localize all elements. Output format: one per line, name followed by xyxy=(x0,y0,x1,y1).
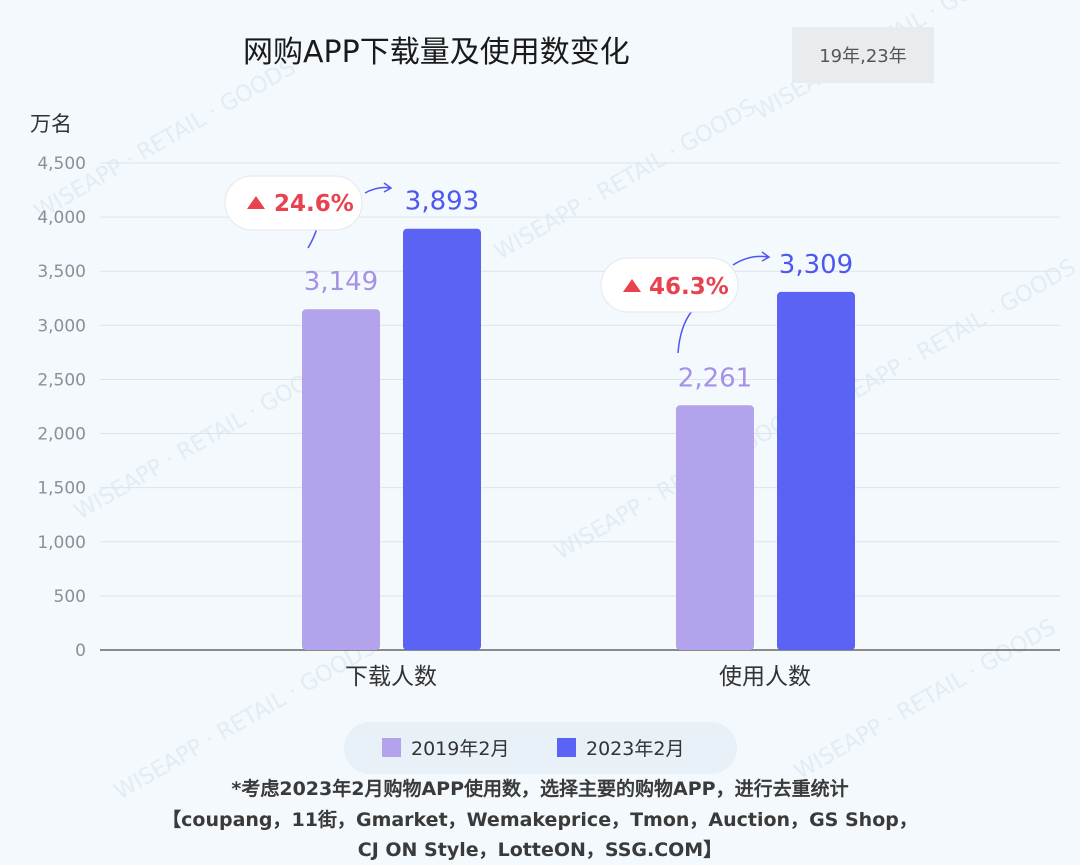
value-labels: 3,149 3,893 2,261 3,309 xyxy=(304,187,853,394)
x-axis-categories: 下载人数 使用人数 xyxy=(345,664,811,690)
arrow-to-2023-icon xyxy=(732,251,771,266)
x-category-label: 使用人数 xyxy=(719,664,811,690)
y-tick-label: 3,500 xyxy=(37,262,86,282)
y-tick-label: 1,000 xyxy=(37,533,86,553)
footnote-line-3: CJ ON Style，LotteON，SSG.COM】 xyxy=(358,838,722,861)
legend-swatch-2023 xyxy=(557,738,576,757)
arrow-to-2023-icon xyxy=(364,182,393,194)
y-axis-unit: 万名 xyxy=(30,112,72,136)
y-tick-label: 4,500 xyxy=(37,154,86,174)
bar xyxy=(403,228,481,650)
growth-value: 24.6% xyxy=(274,191,354,217)
svg-text:WISEAPP · RETAIL · GOODS: WISEAPP · RETAIL · GOODS xyxy=(71,355,341,525)
growth-pill xyxy=(600,257,739,313)
growth-pill xyxy=(224,175,363,231)
footnote-line-2: 【coupang，11街，Gmarket，Wemakeprice，Tmon，Au… xyxy=(162,808,918,831)
y-tick-label: 1,500 xyxy=(37,479,86,499)
y-axis-ticks: 0 500 1,000 1,500 2,000 2,500 3,000 3,500 4,000 4… xyxy=(37,154,86,661)
period-badge-label: 19年,23年 xyxy=(819,46,907,67)
up-triangle-icon xyxy=(623,279,641,292)
legend-swatch-2019 xyxy=(382,738,401,757)
gridlines xyxy=(100,162,1060,597)
bar-value-label: 3,149 xyxy=(304,267,378,297)
x-category-label: 下载人数 xyxy=(345,664,437,690)
growth-callout-downloads: 24.6% xyxy=(224,175,393,249)
bar xyxy=(302,309,380,650)
period-badge xyxy=(792,27,934,83)
y-tick-label: 0 xyxy=(75,641,86,661)
arrow-to-2019-icon xyxy=(677,310,693,354)
y-tick-label: 500 xyxy=(54,587,86,607)
y-tick-label: 4,000 xyxy=(37,208,86,228)
growth-callout-users: 46.3% xyxy=(600,251,771,354)
watermark: WISEAPP · RETAIL · GOODS WISEAPP · RETAI… xyxy=(31,0,1080,805)
legend-label-2019: 2019年2月 xyxy=(411,738,509,760)
bar-value-label: 3,309 xyxy=(779,250,853,280)
legend: 2019年2月 2023年2月 xyxy=(344,722,737,774)
y-tick-label: 2,500 xyxy=(37,370,86,390)
legend-background xyxy=(344,722,737,774)
up-triangle-icon xyxy=(247,196,265,209)
bar-value-label: 2,261 xyxy=(678,363,752,393)
footnote-line-1: *考虑2023年2月购物APP使用数，选择主要的购物APP，进行去重统计 xyxy=(231,777,848,800)
growth-value: 46.3% xyxy=(649,274,729,300)
svg-text:WISEAPP · RETAIL · GOODS: WISEAPP · RETAIL · GOODS xyxy=(491,95,761,265)
chart-title: 网购APP下载量及使用数变化 xyxy=(243,35,630,70)
bars xyxy=(302,228,855,650)
y-tick-label: 3,000 xyxy=(37,316,86,336)
y-tick-label: 2,000 xyxy=(37,425,86,445)
bar xyxy=(777,291,855,650)
arrow-to-2019-icon xyxy=(307,227,318,249)
bar xyxy=(676,405,754,650)
bar-value-label: 3,893 xyxy=(405,187,479,217)
legend-label-2023: 2023年2月 xyxy=(586,738,684,760)
